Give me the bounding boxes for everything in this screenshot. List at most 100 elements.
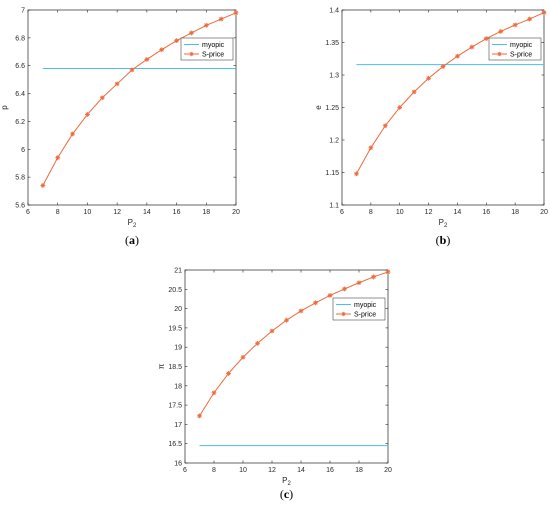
x-tick-label: 18 — [202, 209, 210, 216]
marker-stroke — [368, 145, 373, 150]
data-point — [527, 16, 532, 22]
y-axis-label: π — [157, 363, 166, 369]
x-tick-label: 8 — [56, 209, 60, 216]
panel-caption: (b) — [436, 233, 451, 247]
y-tick-label: 19.5 — [168, 325, 182, 332]
x-tick-label: 12 — [113, 209, 121, 216]
y-tick-label: 7 — [21, 8, 25, 15]
y-tick-label: 1.4 — [329, 8, 339, 15]
marker-stroke — [356, 280, 362, 285]
x-tick-label: 20 — [232, 209, 240, 216]
marker-stroke — [354, 171, 359, 176]
y-tick-label: 1.35 — [325, 40, 339, 47]
data-point — [313, 300, 318, 306]
series-line-S-price — [199, 271, 389, 417]
marker-stroke — [197, 413, 202, 418]
x-tick-label: 18 — [511, 209, 519, 216]
y-tick-label: 1.1 — [329, 203, 339, 210]
marker-stroke — [100, 95, 105, 100]
marker-stroke — [284, 318, 289, 323]
y-tick-label: 21 — [174, 268, 182, 275]
x-tick-label: 14 — [454, 209, 462, 216]
legend-label: S-price — [510, 51, 532, 58]
data-point — [298, 308, 304, 314]
y-tick-label: 17 — [174, 422, 182, 429]
data-point — [342, 286, 347, 292]
y-tick-label: 20 — [174, 306, 182, 313]
marker-stroke — [70, 131, 75, 137]
y-tick-label: 1.2 — [329, 138, 339, 145]
x-tick-label: 8 — [212, 467, 216, 474]
y-tick-label: 19 — [174, 345, 182, 352]
data-point — [197, 413, 202, 419]
x-tick-label: 14 — [143, 209, 151, 216]
series-line-S-price — [42, 12, 237, 186]
chart-a: 6 8 10 12 14 16 18 20 5.6 5.8 6 6.2 6.4 6.6 6.8 7 P2 p myo… — [0, 8, 240, 248]
y-tick-label: 6.2 — [15, 119, 25, 126]
x-tick-label: 20 — [540, 209, 548, 216]
data-point — [218, 16, 224, 22]
data-point — [70, 131, 75, 137]
marker-stroke — [204, 23, 209, 28]
data-point — [99, 95, 105, 101]
y-tick-label: 20.5 — [168, 287, 182, 294]
data-point — [226, 371, 231, 376]
marker-stroke — [298, 308, 304, 313]
data-point — [284, 317, 289, 323]
y-axis-label: p — [0, 105, 9, 110]
chart-c: 6 8 10 12 14 16 18 20 16 16.5 17 17.5 18 18.5 19 19.5 20… — [157, 268, 392, 502]
x-tick-label: 20 — [384, 467, 392, 474]
y-tick-label: 6 — [21, 147, 25, 154]
y-tick-label: 16.5 — [168, 441, 182, 448]
data-point — [211, 390, 217, 396]
marker-stroke — [440, 64, 446, 69]
data-point — [129, 67, 135, 73]
marker-stroke — [269, 328, 275, 334]
data-point — [541, 10, 547, 15]
data-point — [411, 89, 417, 95]
data-point — [114, 81, 120, 87]
data-point — [354, 171, 359, 177]
data-point — [469, 44, 475, 50]
legend-label: myopic — [510, 42, 533, 49]
marker-stroke — [371, 274, 376, 279]
legend: myopic S-price — [180, 37, 234, 61]
data-point — [382, 123, 388, 129]
data-point — [385, 269, 391, 275]
marker-stroke — [385, 269, 391, 274]
marker-stroke — [240, 355, 246, 360]
data-point — [55, 155, 61, 161]
data-point — [174, 38, 179, 44]
marker-stroke — [498, 29, 503, 34]
marker-stroke — [85, 112, 90, 117]
legend-label: myopic — [202, 42, 225, 49]
data-point — [498, 29, 504, 34]
data-point — [240, 354, 246, 360]
x-tick-label: 8 — [369, 209, 373, 216]
data-point — [203, 22, 209, 28]
legend-label: myopic — [354, 302, 377, 309]
y-tick-label: 6.4 — [15, 91, 25, 98]
legend: myopic S-price — [488, 37, 542, 61]
x-tick-label: 6 — [340, 209, 344, 216]
x-tick-label: 18 — [355, 467, 363, 474]
marker-stroke — [342, 286, 347, 291]
x-tick-label: 6 — [183, 467, 187, 474]
y-tick-label: 16 — [174, 461, 182, 468]
marker-stroke — [115, 81, 120, 86]
y-tick-label: 6.8 — [15, 35, 25, 42]
x-tick-label: 16 — [326, 467, 334, 474]
data-point — [371, 274, 376, 280]
y-tick-label: 6.6 — [15, 63, 25, 70]
data-point — [368, 145, 374, 151]
marker-stroke — [313, 300, 318, 305]
marker-stroke — [383, 123, 388, 128]
panel-caption: (c) — [280, 487, 293, 501]
marker-stroke — [233, 10, 239, 15]
data-point — [40, 183, 46, 188]
marker-stroke — [129, 67, 135, 72]
data-point — [426, 75, 431, 81]
legend-label: S-price — [354, 311, 376, 318]
legend-marker — [497, 52, 502, 56]
